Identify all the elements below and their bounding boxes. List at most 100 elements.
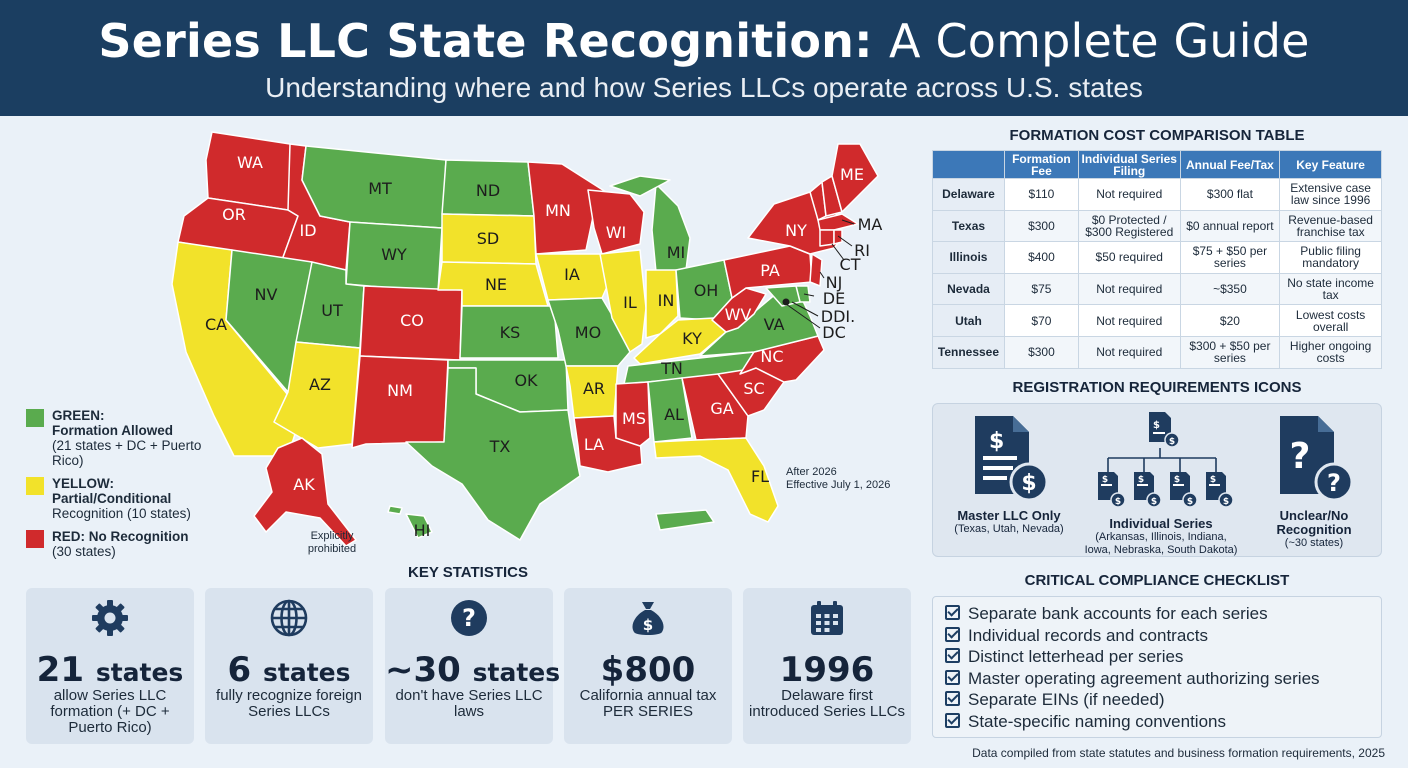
ak-note: Explicitly prohibited [307, 530, 357, 555]
table-cell: $300 [1003, 335, 1079, 369]
stat-desc: California annual tax PER SERIES [579, 687, 717, 720]
table-cell: $300 flat [1179, 178, 1281, 211]
state-MD[interactable] [765, 285, 801, 307]
svg-text:$: $ [1187, 497, 1193, 507]
label-NY: NY [785, 221, 807, 240]
state-MO[interactable] [547, 297, 631, 367]
label-MT: MT [368, 179, 392, 198]
svg-text:$: $ [1151, 497, 1157, 507]
dc-marker [782, 298, 790, 306]
checkbox-checked-icon [945, 691, 960, 707]
state-LA[interactable] [573, 415, 643, 473]
label-MO: MO [575, 323, 601, 342]
legend-green-desc: (21 states + DC + Puerto Rico) [52, 438, 202, 468]
label-MN: MN [545, 201, 571, 220]
label-FL: FL [751, 467, 769, 486]
state-AK[interactable] [253, 437, 357, 547]
svg-text:$: $ [1021, 471, 1036, 496]
table-cell: $110 [1003, 178, 1079, 211]
table-row: Texas $300 $0 Protected / $300 Registere… [932, 209, 1382, 243]
stat-value: ~30 states [385, 650, 561, 690]
checklist-item: Individual records and contracts [945, 625, 1369, 647]
label-PA: PA [760, 261, 780, 280]
label-WI: WI [606, 223, 627, 242]
legend-red-title: RED: No Recognition [52, 529, 189, 544]
reg-label: Master LLC Only [957, 508, 1061, 523]
state-WI[interactable] [587, 189, 645, 255]
table-cell: Higher ongoing costs [1279, 335, 1382, 369]
state-IN[interactable] [645, 269, 679, 339]
state-NM[interactable] [351, 355, 449, 449]
puerto-rico[interactable] [655, 509, 715, 531]
table-cell: $20 [1179, 304, 1281, 337]
state-HI-b[interactable] [387, 505, 403, 515]
label-NC: NC [760, 347, 783, 366]
globe-icon [270, 599, 308, 637]
checklist-item: Separate EINs (if needed) [945, 689, 1369, 711]
gear-icon [92, 600, 128, 636]
svg-text:$: $ [1138, 475, 1144, 485]
label-ME: ME [840, 165, 864, 184]
checklist-item: Separate bank accounts for each series [945, 603, 1369, 625]
label-TN: TN [660, 359, 683, 378]
svg-text:$: $ [643, 616, 653, 634]
label-ND: ND [476, 181, 500, 200]
legend-yellow-desc: Recognition (10 states) [52, 506, 191, 521]
state-FL[interactable] [653, 437, 779, 523]
legend-green-title: GREEN: [52, 408, 105, 423]
label-OR: OR [222, 205, 246, 224]
state-ME[interactable] [831, 143, 879, 213]
table-header-cell: Annual Fee/Tax [1179, 150, 1281, 179]
state-IL[interactable] [599, 249, 647, 353]
state-NJ[interactable] [809, 253, 823, 287]
label-SD: SD [477, 229, 499, 248]
reg-unclear: ? ? Unclear/No Recognition (~30 states) [1249, 412, 1379, 550]
stat-card-formation: 21 states allow Series LLC formation (+ … [26, 588, 194, 744]
header-banner: Series LLC State Recognition: A Complete… [0, 0, 1408, 116]
state-AL[interactable] [647, 377, 693, 443]
question-icon: ? [451, 600, 487, 636]
stat-desc: Delaware first introduced Series LLCs [749, 687, 905, 720]
table-cell: $400 [1003, 241, 1079, 274]
label-WA: WA [237, 153, 263, 172]
state-TX[interactable] [405, 367, 581, 541]
label-DE: DE [823, 289, 845, 308]
label-NJ: NJ [826, 273, 843, 292]
state-CT[interactable] [819, 229, 835, 247]
state-MS[interactable] [615, 381, 651, 447]
legend-red-desc: (30 states) [52, 544, 116, 559]
stat-desc: allow Series LLC formation (+ DC + Puert… [50, 687, 170, 736]
state-MN[interactable] [527, 161, 607, 255]
table-cell: Texas [932, 209, 1005, 243]
stat-value: 21 states [36, 650, 184, 690]
table-cell: No state income tax [1279, 272, 1382, 306]
table-cell: $70 [1003, 304, 1079, 337]
label-KY: KY [682, 329, 702, 348]
label-WV: WV [725, 305, 752, 324]
state-RI[interactable] [833, 229, 843, 245]
state-KS[interactable] [459, 305, 559, 359]
label-CO: CO [400, 311, 424, 330]
table-cell: Not required [1077, 335, 1181, 369]
label-GA: GA [710, 399, 733, 418]
registration-title: REGISTRATION REQUIREMENTS ICONS [1012, 379, 1302, 396]
table-cell: $75 [1003, 272, 1079, 306]
label-DDI: DDI. [821, 307, 855, 326]
state-GA[interactable] [681, 373, 749, 441]
compliance-checklist: Separate bank accounts for each series I… [932, 596, 1382, 738]
state-MA[interactable] [817, 213, 859, 231]
label-NE: NE [485, 275, 507, 294]
state-HI[interactable] [405, 513, 433, 539]
svg-text:?: ? [1327, 469, 1341, 497]
table-cell: Illinois [932, 241, 1005, 274]
page-title: Series LLC State Recognition: A Complete… [98, 14, 1310, 68]
table-cell: Utah [932, 304, 1005, 337]
svg-text:?: ? [462, 604, 476, 632]
reg-master-llc: $ $ Master LLC Only (Texas, Utah, Nevada… [939, 412, 1079, 536]
state-MI-up[interactable] [609, 175, 671, 197]
table-cell: Extensive case law since 1996 [1279, 178, 1382, 211]
label-IN: IN [658, 291, 675, 310]
reg-sub: (Texas, Utah, Nevada) [954, 523, 1064, 535]
label-MS: MS [622, 409, 646, 428]
label-MA: MA [858, 215, 883, 234]
